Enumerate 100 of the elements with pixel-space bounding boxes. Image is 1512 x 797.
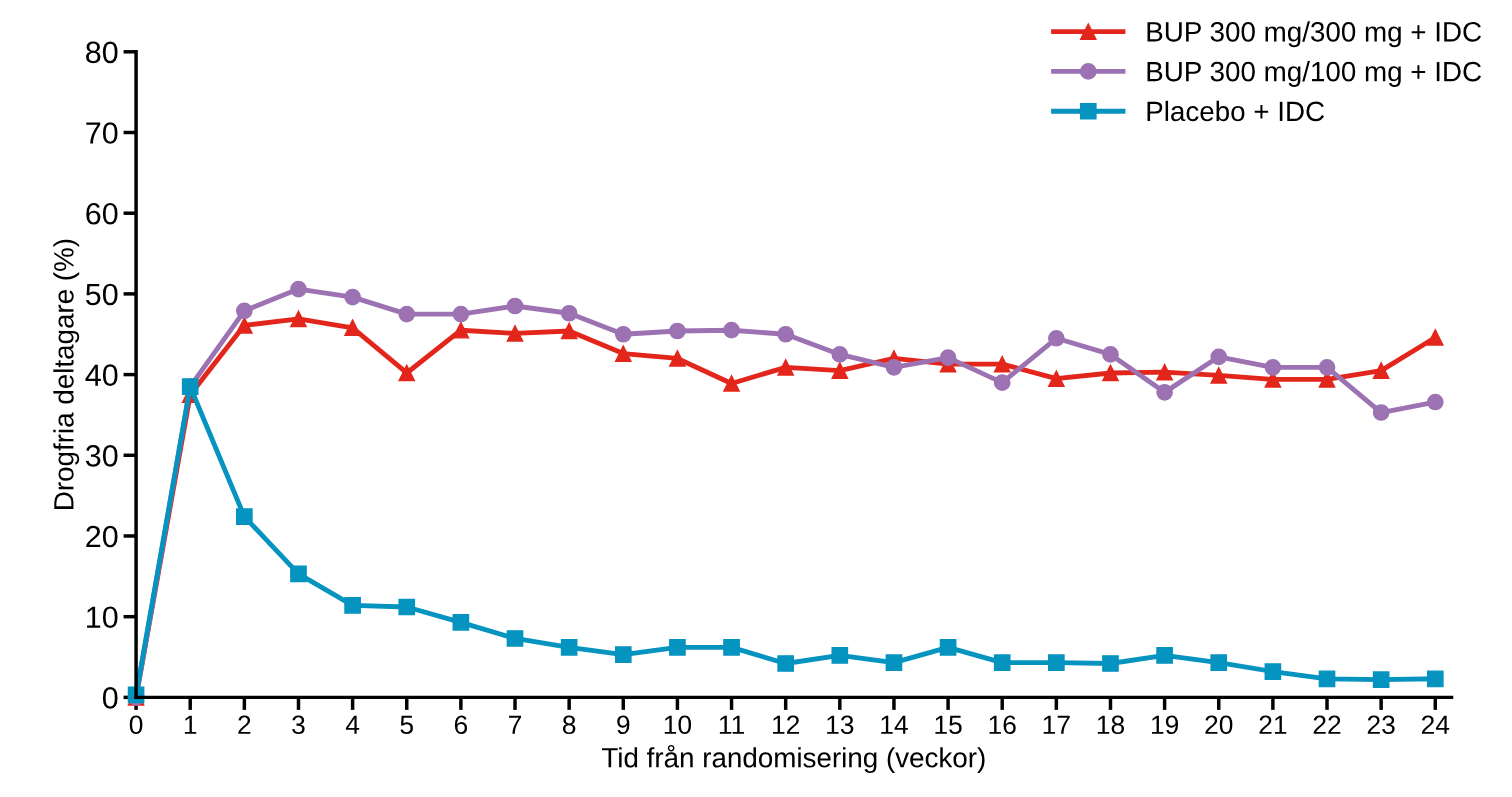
- point: [614, 325, 632, 343]
- point: [669, 639, 686, 656]
- point: [993, 374, 1011, 391]
- point: [506, 630, 524, 647]
- x-tick-label: 8: [562, 715, 576, 735]
- point: [669, 322, 686, 340]
- legend-label: BUP 300 mg/100 mg + IDC: [1147, 61, 1482, 87]
- x-tick-label: 17: [1043, 715, 1070, 734]
- point: [723, 321, 740, 339]
- x-tick-label: 14: [881, 715, 908, 734]
- x-tick-label: 6: [454, 715, 468, 735]
- point: [1156, 363, 1173, 381]
- point: [560, 322, 578, 340]
- point: [939, 639, 957, 656]
- legend-label: Placebo + IDC: [1147, 100, 1325, 122]
- point: [506, 325, 524, 342]
- point: [614, 345, 632, 362]
- point: [777, 358, 795, 376]
- point: [236, 508, 253, 525]
- x-tick-label: 2: [238, 715, 251, 734]
- point: [236, 302, 253, 320]
- point: [885, 654, 903, 672]
- point: [290, 280, 307, 298]
- point: [1372, 671, 1390, 688]
- point: [831, 647, 849, 664]
- point: [831, 362, 849, 379]
- point: [1318, 358, 1336, 376]
- point: [993, 355, 1011, 373]
- point: [1048, 329, 1065, 347]
- point: [831, 346, 849, 363]
- point: [1048, 370, 1065, 387]
- point: [723, 639, 740, 656]
- y-tick-label: 10: [87, 606, 118, 629]
- point: [1156, 647, 1173, 664]
- y-tick-label: 0: [102, 687, 118, 709]
- point: [452, 321, 470, 339]
- point: [1048, 654, 1065, 672]
- point: [1210, 367, 1228, 384]
- point: [777, 655, 795, 672]
- x-tick-label: 3: [292, 715, 305, 735]
- point: [506, 297, 524, 315]
- y-tick-label: 20: [86, 525, 118, 548]
- point: [236, 317, 253, 334]
- point: [614, 646, 632, 663]
- point: [398, 598, 416, 616]
- x-tick-label: 7: [509, 715, 522, 734]
- x-tick-label: 24: [1421, 715, 1450, 734]
- point: [1102, 346, 1119, 363]
- point: [993, 654, 1011, 672]
- point: [1264, 663, 1282, 680]
- point: [344, 597, 361, 614]
- point: [344, 288, 361, 306]
- x-tick-label: 9: [617, 715, 630, 735]
- x-tick-label: 20: [1205, 715, 1233, 735]
- y-tick-label: 80: [86, 41, 118, 64]
- point: [885, 358, 903, 376]
- point: [1210, 654, 1228, 672]
- point: [452, 613, 470, 631]
- x-tick-label: 13: [827, 715, 854, 735]
- point: [1426, 329, 1444, 346]
- point: [1264, 358, 1282, 376]
- point: [669, 350, 686, 367]
- point: [344, 319, 361, 337]
- point: [939, 349, 957, 366]
- point: [1102, 364, 1119, 382]
- point: [1210, 348, 1228, 366]
- x-tick-label: 11: [719, 715, 744, 734]
- y-tick-label: 40: [85, 364, 118, 386]
- x-tick-label: 10: [664, 715, 692, 735]
- point: [398, 305, 416, 323]
- y-tick-label: 60: [86, 202, 118, 225]
- point: [777, 325, 795, 343]
- point: [290, 565, 307, 583]
- point: [1426, 393, 1444, 411]
- x-tick-label: 19: [1151, 715, 1179, 735]
- x-tick-label: 0: [129, 715, 143, 735]
- y-tick-label: 30: [85, 445, 118, 467]
- x-tick-label: 23: [1367, 715, 1395, 735]
- x-tick-label: 18: [1097, 715, 1125, 735]
- legend-label: BUP 300 mg/300 mg + IDC: [1147, 21, 1482, 48]
- point: [1372, 404, 1390, 421]
- y-axis-title: Drogfria deltagare (%): [53, 239, 80, 509]
- point: [560, 639, 578, 656]
- x-tick-label: 21: [1259, 715, 1287, 734]
- x-tick-label: 4: [345, 715, 360, 734]
- point: [452, 305, 470, 323]
- x-tick-label: 16: [989, 715, 1016, 735]
- point: [1426, 670, 1444, 688]
- x-tick-label: 12: [773, 715, 800, 734]
- x-tick-label: 5: [400, 715, 413, 735]
- x-tick-label: 1: [184, 715, 197, 734]
- x-axis-title: Tid från randomisering (veckor): [601, 744, 985, 774]
- point: [1318, 670, 1336, 688]
- x-tick-label: 15: [935, 715, 962, 735]
- point: [1102, 655, 1119, 672]
- point: [1372, 362, 1390, 379]
- point: [560, 304, 578, 322]
- point: [723, 375, 740, 392]
- point: [398, 364, 416, 382]
- point: [290, 310, 307, 328]
